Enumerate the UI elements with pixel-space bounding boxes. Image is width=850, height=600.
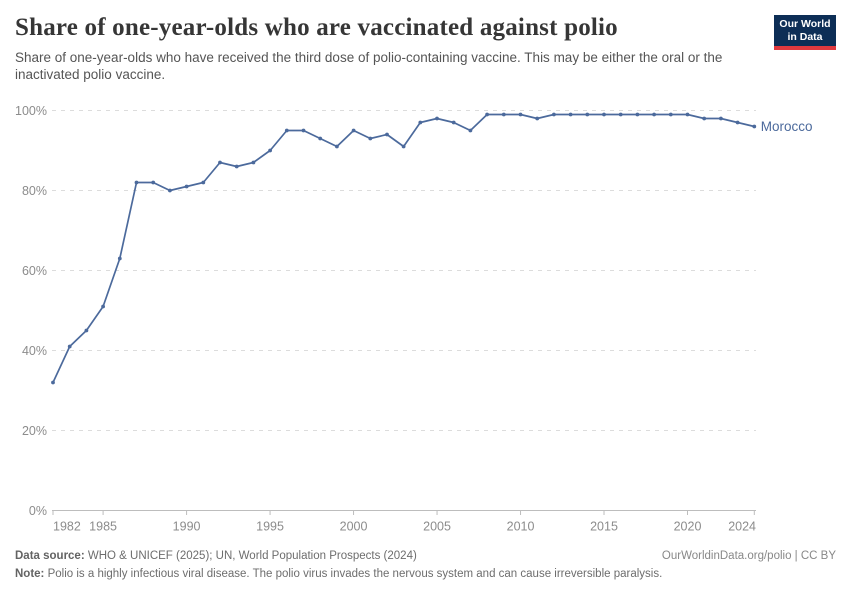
data-point-marker <box>568 112 573 117</box>
data-point-marker <box>501 112 506 117</box>
data-point-marker <box>435 116 439 121</box>
data-point-marker <box>84 328 89 333</box>
data-point-marker <box>735 120 740 125</box>
series-line-morocco[interactable] <box>52 113 756 384</box>
data-point-marker <box>518 112 523 117</box>
chart-footer: Data source: WHO & UNICEF (2025); UN, Wo… <box>15 548 836 583</box>
y-axis-tick-label: 100% <box>15 104 47 118</box>
y-axis-tick-label: 80% <box>22 184 47 198</box>
data-point-marker <box>602 112 606 117</box>
chart-title: Share of one-year-olds who are vaccinate… <box>15 14 618 41</box>
owid-logo-red-stripe <box>774 46 836 50</box>
data-point-marker <box>702 116 707 121</box>
data-point-marker <box>151 180 156 185</box>
data-point-marker <box>67 344 72 349</box>
owid-logo-line1: Our World <box>779 18 831 30</box>
data-point-marker <box>485 112 489 117</box>
x-axis-tick-label: 2024 <box>728 520 756 534</box>
x-axis-tick-label: 1995 <box>256 520 284 534</box>
data-point-marker <box>101 304 105 309</box>
data-point-marker <box>251 160 256 165</box>
data-point-marker <box>719 116 723 121</box>
data-point-marker <box>134 180 139 185</box>
data-point-marker <box>535 116 540 121</box>
data-point-marker <box>451 120 456 125</box>
data-point-marker <box>368 136 373 141</box>
owid-logo-line2: in Data <box>787 30 823 43</box>
x-axis-tick-label: 1990 <box>173 520 201 534</box>
data-point-marker <box>752 124 757 129</box>
footer-citation-link[interactable]: OurWorldinData.org/polio | CC BY <box>661 550 836 562</box>
data-point-marker <box>184 184 189 189</box>
x-axis-tick-label: 2020 <box>674 520 702 534</box>
data-point-marker <box>51 380 55 385</box>
data-point-marker <box>418 120 423 125</box>
x-axis-tick-label: 2005 <box>423 520 451 534</box>
data-point-marker <box>351 128 356 133</box>
data-point-marker <box>301 128 306 133</box>
x-axis-tick-label: 1985 <box>89 520 117 534</box>
data-point-marker <box>168 188 172 193</box>
data-point-marker <box>234 164 239 169</box>
data-point-marker <box>335 144 339 149</box>
data-point-marker <box>218 160 222 165</box>
series-label-morocco[interactable]: Morocco <box>761 119 813 134</box>
data-point-marker <box>284 128 289 133</box>
x-axis-tick-label: 2010 <box>507 520 535 534</box>
data-point-marker <box>585 112 590 117</box>
footer-note-line: Note: Polio is a highly infectious viral… <box>15 566 836 584</box>
y-axis-tick-label: 20% <box>22 424 47 438</box>
x-axis-tick-label: 2000 <box>340 520 368 534</box>
footer-note-text: Polio is a highly infectious viral disea… <box>44 567 663 580</box>
footer-datasource-line: Data source: WHO & UNICEF (2025); UN, Wo… <box>15 548 836 566</box>
data-point-marker <box>385 132 389 137</box>
data-point-marker <box>668 112 673 117</box>
footer-datasource-text: WHO & UNICEF (2025); UN, World Populatio… <box>84 550 417 562</box>
footer-datasource-label: Data source: <box>15 550 85 562</box>
y-axis-tick-label: 0% <box>29 504 47 518</box>
x-axis-tick-label: 2015 <box>590 520 618 534</box>
data-point-marker <box>652 112 656 117</box>
data-point-marker <box>552 112 556 117</box>
data-point-marker <box>685 112 690 117</box>
owid-logo-box: Our World in Data <box>774 15 836 46</box>
data-point-marker <box>635 112 640 117</box>
data-point-marker <box>401 144 406 149</box>
data-point-marker <box>468 128 473 133</box>
data-point-marker <box>618 112 623 117</box>
footer-note-label: Note: <box>15 567 45 580</box>
data-point-marker <box>268 148 272 153</box>
data-point-marker <box>318 136 323 141</box>
x-axis-tick-label: 1982 <box>53 520 81 534</box>
owid-logo: Our World in Data <box>774 15 836 50</box>
y-axis-tick-label: 40% <box>22 344 47 358</box>
data-point-marker <box>117 256 122 261</box>
data-point-marker <box>201 180 206 185</box>
y-axis-tick-label: 60% <box>22 264 47 278</box>
chart-subtitle: Share of one-year-olds who have received… <box>15 50 723 82</box>
